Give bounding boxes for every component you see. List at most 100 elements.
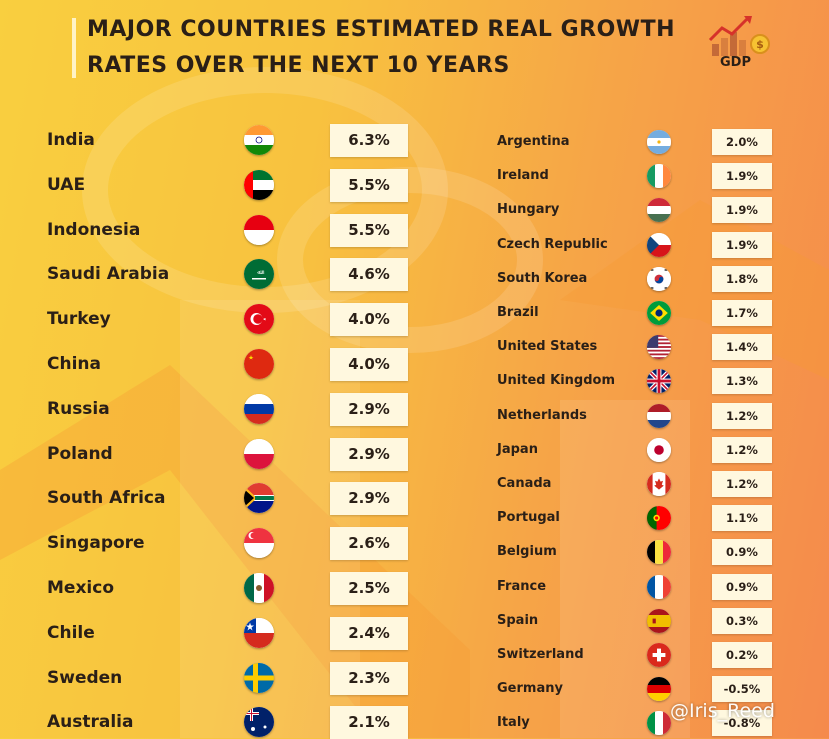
growth-rate-value: 2.4% <box>330 616 408 650</box>
title-line-1: MAJOR COUNTRIES ESTIMATED REAL GROWTH <box>87 17 675 42</box>
country-name: Spain <box>497 612 539 628</box>
country-name: Italy <box>497 715 530 731</box>
mexico-flag-icon <box>244 573 274 603</box>
growth-rate-value: 1.7% <box>712 300 772 326</box>
netherlands-flag-icon <box>647 403 671 428</box>
growth-rate-value: 0.3% <box>712 607 772 634</box>
china-flag-icon <box>244 349 274 379</box>
sweden-flag-icon <box>244 662 274 693</box>
growth-rate-value: 4.6% <box>330 258 408 292</box>
france-flag-icon <box>647 574 671 599</box>
turkey-flag-icon <box>244 304 274 335</box>
country-name: Belgium <box>497 544 557 560</box>
country-name: Saudi Arabia <box>47 264 170 285</box>
growth-rate-value: 5.5% <box>330 168 408 202</box>
country-name: Hungary <box>497 202 560 218</box>
country-name: Argentina <box>497 134 570 149</box>
growth-rate-value: 2.6% <box>330 527 408 561</box>
growth-rate-value: 1.8% <box>712 265 772 292</box>
hungary-flag-icon <box>647 198 671 223</box>
country-name: India <box>47 130 95 150</box>
country-name: Indonesia <box>47 219 141 240</box>
growth-rate-value: 4.0% <box>330 348 408 381</box>
growth-rate-value: 2.1% <box>330 706 408 739</box>
growth-rate-value: 2.9% <box>330 437 408 471</box>
russia-flag-icon <box>244 393 274 424</box>
growth-rate-value: 0.9% <box>712 573 772 600</box>
country-name: Brazil <box>497 305 539 320</box>
country-name: United Kingdom <box>497 373 616 389</box>
growth-rate-value: 1.3% <box>712 368 772 395</box>
country-name: Germany <box>497 681 563 697</box>
growth-rate-value: 1.9% <box>712 231 772 258</box>
india-flag-icon <box>244 125 274 155</box>
country-name: Canada <box>497 476 552 491</box>
country-name: UAE <box>47 174 86 195</box>
growth-rate-value: 2.3% <box>330 661 408 695</box>
growth-rate-value: 6.3% <box>330 124 408 157</box>
country-name: Sweden <box>47 667 123 688</box>
growth-rate-value: 5.5% <box>330 213 408 247</box>
spain-flag-icon <box>647 608 671 633</box>
portugal-flag-icon <box>647 506 671 531</box>
svg-text:$: $ <box>756 38 764 51</box>
growth-rate-value: 2.9% <box>330 392 408 426</box>
country-name: Turkey <box>47 309 111 330</box>
title-line-2: RATES OVER THE NEXT 10 YEARS <box>87 53 510 78</box>
usa-flag-icon <box>647 335 671 360</box>
indonesia-flag-icon <box>244 214 274 245</box>
country-name: China <box>47 354 101 374</box>
growth-rate-value: 2.9% <box>330 482 408 516</box>
country-name: Singapore <box>47 533 145 554</box>
growth-rate-value: 0.2% <box>712 642 772 668</box>
country-name: Poland <box>47 443 113 464</box>
uae-flag-icon <box>244 169 274 200</box>
growth-rate-value: 2.5% <box>330 572 408 605</box>
switzerland-flag-icon <box>647 643 671 667</box>
growth-rate-value: 2.0% <box>712 129 772 155</box>
country-name: Chile <box>47 622 95 643</box>
canada-flag-icon <box>647 472 671 496</box>
germany-flag-icon <box>647 677 671 702</box>
brazil-flag-icon <box>647 301 671 325</box>
growth-rate-value: 0.9% <box>712 539 772 566</box>
saudi-arabia-flag-icon: ﷲ <box>244 259 274 290</box>
country-name: Netherlands <box>497 407 587 423</box>
growth-rate-value: 1.2% <box>712 471 772 497</box>
uk-flag-icon <box>647 369 671 394</box>
south-africa-flag-icon <box>244 483 274 514</box>
country-name: Portugal <box>497 510 560 526</box>
growth-rate-value: -0.5% <box>712 676 772 703</box>
singapore-flag-icon <box>244 528 274 559</box>
ireland-flag-icon <box>647 164 671 189</box>
svg-text:ﷲ: ﷲ <box>257 269 264 276</box>
country-name: United States <box>497 339 598 355</box>
country-name: Mexico <box>47 578 114 598</box>
country-name: South Africa <box>47 488 166 509</box>
chile-flag-icon <box>244 617 274 648</box>
growth-rate-value: 1.4% <box>712 334 772 361</box>
title-accent-bar <box>72 18 76 78</box>
country-name: Czech Republic <box>497 236 608 252</box>
country-name: Japan <box>497 441 538 457</box>
country-name: Ireland <box>497 168 549 184</box>
growth-rate-value: 1.9% <box>712 197 772 224</box>
country-name: France <box>497 578 547 594</box>
poland-flag-icon <box>244 438 274 469</box>
growth-rate-value: -0.8% <box>712 710 772 737</box>
australia-flag-icon <box>244 707 274 738</box>
growth-rate-value: 1.9% <box>712 163 772 190</box>
growth-rate-value: 1.2% <box>712 436 772 463</box>
page-title: MAJOR COUNTRIES ESTIMATED REAL GROWTH RA… <box>87 12 687 84</box>
czech-flag-icon <box>647 232 671 257</box>
growth-rate-value: 1.2% <box>712 402 772 429</box>
country-name: South Korea <box>497 270 588 286</box>
argentina-flag-icon <box>647 130 671 154</box>
country-name: Russia <box>47 398 110 419</box>
south-korea-flag-icon <box>647 266 671 291</box>
country-name: Switzerland <box>497 647 584 662</box>
growth-rate-value: 4.0% <box>330 303 408 337</box>
gdp-chart-icon: $ <box>708 16 770 56</box>
italy-flag-icon <box>647 711 671 736</box>
